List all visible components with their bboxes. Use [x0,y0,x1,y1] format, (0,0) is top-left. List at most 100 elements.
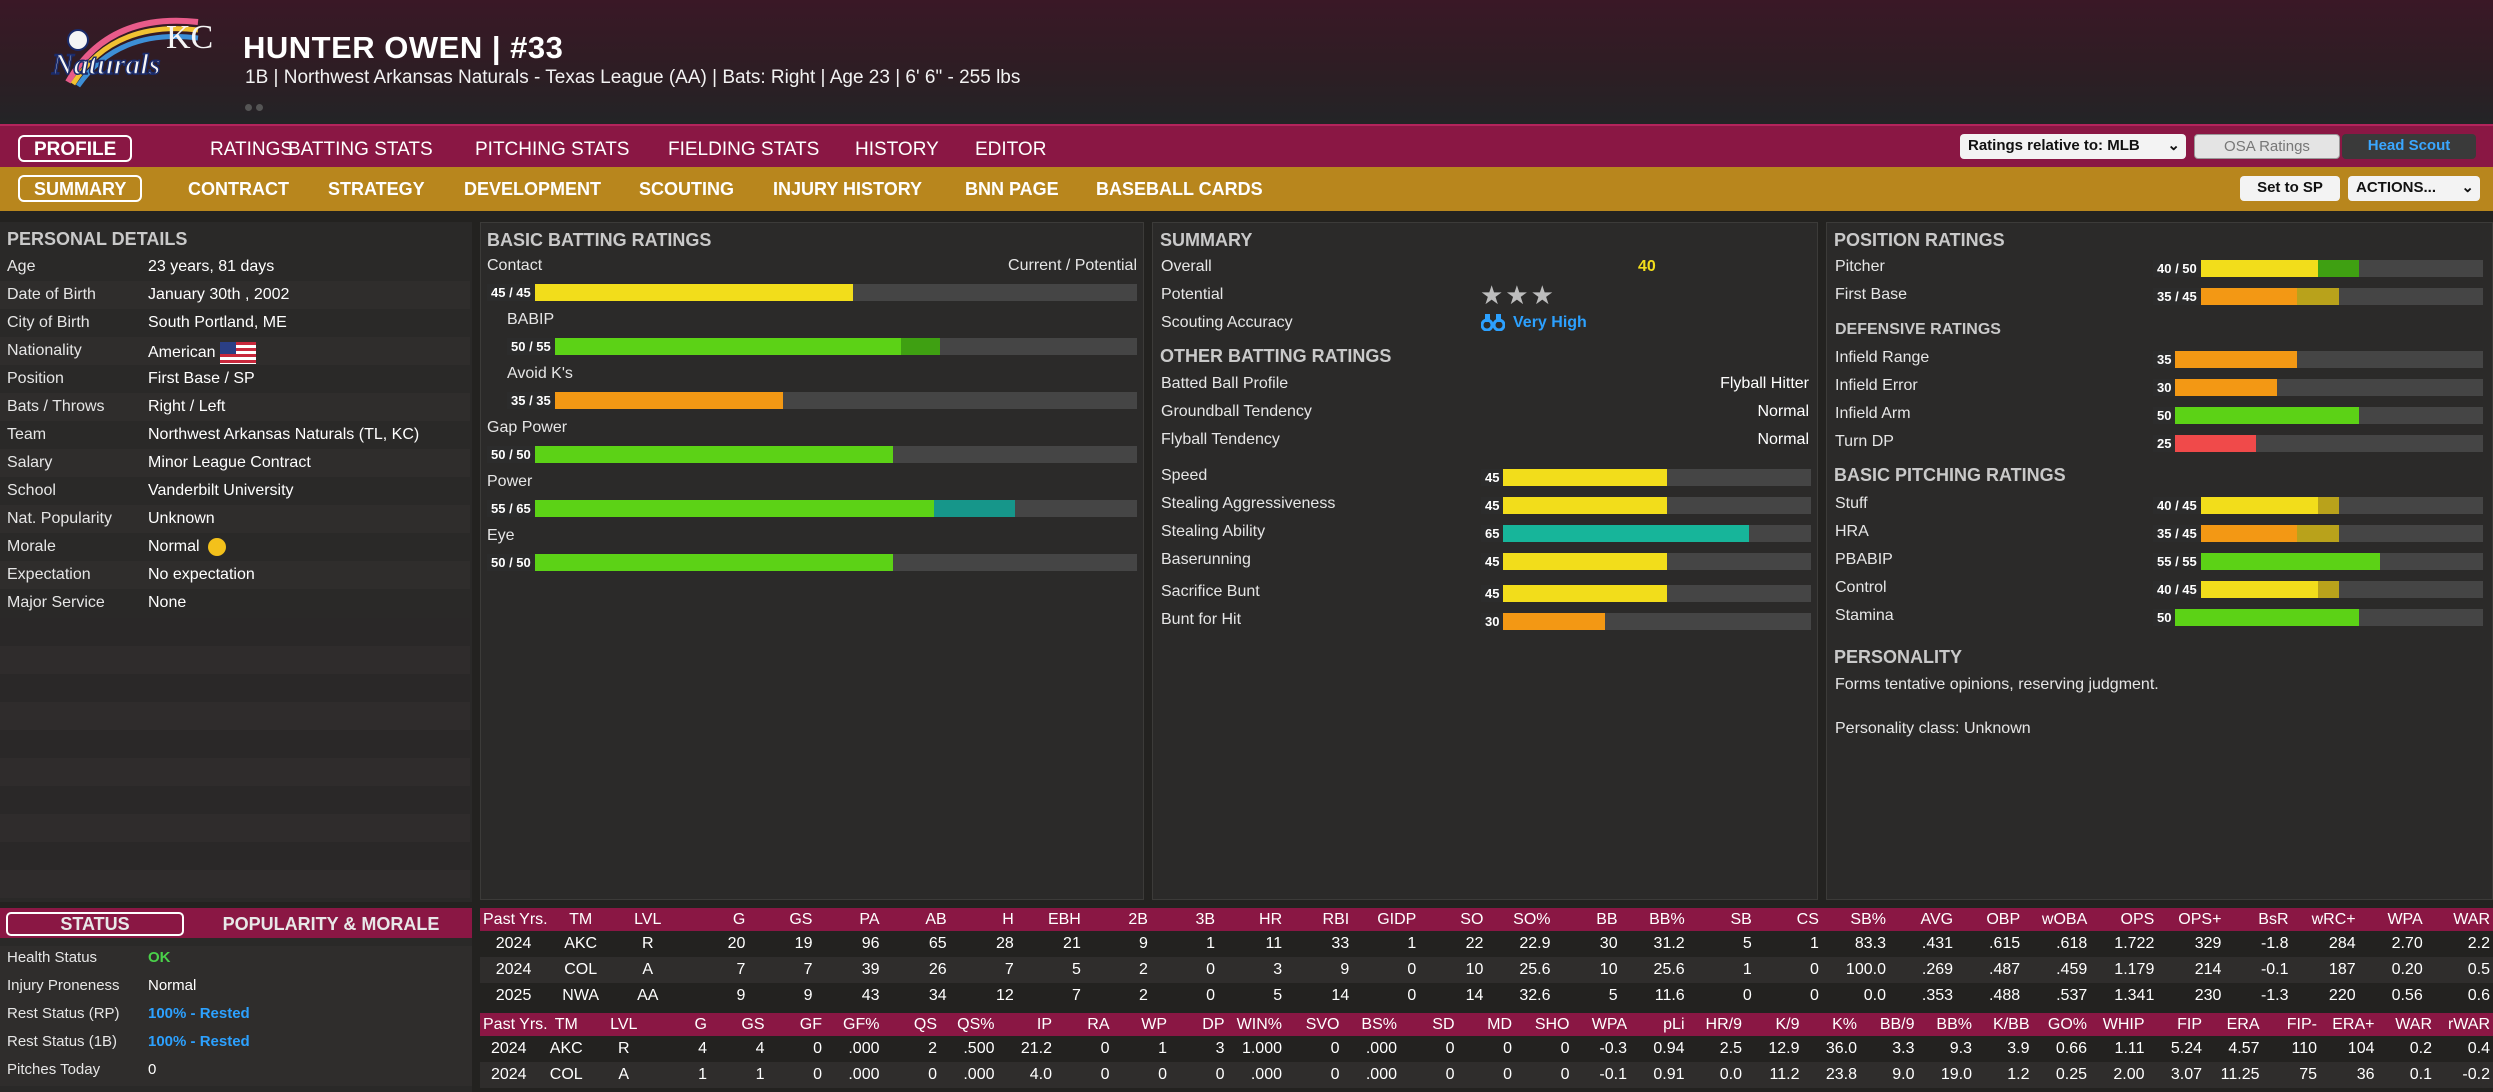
batting-stats-cell: 0 [1352,957,1420,983]
batting-stats-col-header[interactable]: LVL [614,908,682,931]
batting-stats-cell[interactable]: NWA [562,987,599,1004]
batting-stats-col-header[interactable]: SO [1419,908,1487,931]
pitching-stats-col-header[interactable]: WIN% [1227,1013,1285,1036]
tab-injury-history[interactable]: INJURY HISTORY [773,179,923,199]
head-scout-button[interactable]: Head Scout [2342,134,2476,159]
pitching-stats-col-header[interactable]: FIP [2147,1013,2205,1036]
pitching-stats-col-header[interactable]: Past Yrs. [480,1013,548,1036]
batting-stats-col-header[interactable]: HR [1218,908,1286,931]
pitching-stats-col-header[interactable]: BB% [1917,1013,1975,1036]
pitching-stats-cell[interactable]: AKC [549,1040,583,1057]
pitching-stats-col-header[interactable]: SVO [1285,1013,1343,1036]
pitching-stats-col-header[interactable]: BS% [1342,1013,1400,1036]
pitching-stats-col-header[interactable]: QS% [940,1013,998,1036]
batting-stats-col-header[interactable]: wOBA [2023,908,2091,931]
speed-bar-value: 45 [1481,469,1504,486]
tab-pitching-stats[interactable]: PITCHING STATS [475,139,630,160]
pitching-stats-col-header[interactable]: RA [1055,1013,1113,1036]
tab-profile[interactable]: PROFILE [18,135,133,162]
batting-stats-col-header[interactable]: PA [815,908,883,931]
batting-stats-col-header[interactable]: H [949,908,1017,931]
batting-stats-col-header[interactable]: WPA [2358,908,2426,931]
batting-stats-col-header[interactable]: G [681,908,749,931]
batting-stats-col-header[interactable]: BB [1553,908,1621,931]
pitching-stats-col-header[interactable]: K/9 [1745,1013,1803,1036]
tab-strategy[interactable]: STRATEGY [328,179,425,199]
pitching-stats-col-header[interactable]: GF [767,1013,825,1036]
batting-stats-col-header[interactable]: Past Yrs. [480,908,548,931]
pitching-stats-col-header[interactable]: SD [1400,1013,1458,1036]
batting-stats-col-header[interactable]: AVG [1888,908,1957,931]
pitching-stats-col-header[interactable]: DP [1170,1013,1228,1036]
tab-bnn-page[interactable]: BNN PAGE [965,179,1059,199]
pitching-stats-col-header[interactable]: BB/9 [1860,1013,1918,1036]
batting-stats-col-header[interactable]: wRC+ [2291,908,2359,931]
osa-ratings-button[interactable]: OSA Ratings [2194,134,2340,159]
tab-batting-stats[interactable]: BATTING STATS [288,139,433,160]
pitcher-label: Pitcher [1835,258,1885,275]
tab-ratings[interactable]: RATINGS [210,139,294,160]
pitching-stats-col-header[interactable]: WP [1112,1013,1170,1036]
pitching-stats-col-header[interactable]: GO% [2032,1013,2090,1036]
pitching-stats-col-header[interactable]: LVL [595,1013,653,1036]
pitching-stats-col-header[interactable]: HR/9 [1687,1013,1745,1036]
tab-baseball-cards[interactable]: BASEBALL CARDS [1096,179,1263,199]
pitching-stats-col-header[interactable]: WPA [1572,1013,1630,1036]
actions-dropdown[interactable]: ACTIONS... ⌄ [2348,176,2480,201]
batting-stats-col-header[interactable]: 3B [1150,908,1219,931]
tab-editor[interactable]: EDITOR [975,139,1047,160]
batting-stats-cell: 5 [1016,957,1084,983]
pitching-stats-col-header[interactable]: QS [882,1013,940,1036]
batting-stats-cell[interactable]: AKC [564,935,598,952]
batting-stats-col-header[interactable]: GS [748,908,816,931]
tab-popularity-morale[interactable]: POPULARITY & MORALE [222,914,440,934]
batting-stats-col-header[interactable]: AB [882,908,950,931]
detail-row-city: City of Birth South Portland, ME [7,314,287,331]
batting-stats-col-header[interactable]: CS [1754,908,1822,931]
set-to-sp-button[interactable]: Set to SP [2240,176,2340,201]
pitching-stats-col-header[interactable]: pLi [1630,1013,1688,1036]
pitching-stats-col-header[interactable]: SHO [1515,1013,1573,1036]
tab-status[interactable]: STATUS [6,912,184,936]
tab-summary[interactable]: SUMMARY [18,175,143,202]
avoid-ks-bar-value: 35 / 35 [507,392,555,409]
tab-history[interactable]: HISTORY [855,139,939,160]
tab-development[interactable]: DEVELOPMENT [464,179,602,199]
pitching-stats-col-header[interactable]: MD [1457,1013,1515,1036]
batting-stats-col-header[interactable]: WAR [2425,908,2493,931]
pitching-stats-col-header[interactable]: K/BB [1975,1013,2033,1036]
pitching-stats-col-header[interactable]: rWAR [2435,1013,2493,1036]
batting-stats-col-header[interactable]: OBP [1956,908,2024,931]
pitching-stats-col-header[interactable]: IP [997,1013,1055,1036]
batting-stats-col-header[interactable]: OPS [2090,908,2158,931]
pitching-stats-col-header[interactable]: TM [537,1013,595,1036]
pitching-stats-col-header[interactable]: ERA [2205,1013,2263,1036]
pitching-stats-cell[interactable]: COL [537,1062,595,1088]
batting-stats-col-header[interactable]: SB [1687,908,1755,931]
pitching-stats-col-header[interactable]: ERA+ [2320,1013,2378,1036]
batting-stats-col-header[interactable]: EBH [1016,908,1084,931]
team-link[interactable]: Northwest Arkansas Naturals (TL, KC) [148,426,420,443]
batting-stats-col-header[interactable]: TM [547,908,615,931]
batting-stats-col-header[interactable]: SO% [1486,908,1554,931]
pitching-stats-col-header[interactable]: WHIP [2090,1013,2148,1036]
batting-stats-col-header[interactable]: OPS+ [2157,908,2225,931]
pitching-stats-col-header[interactable]: WAR [2377,1013,2435,1036]
pitching-stats-col-header[interactable]: GS [710,1013,768,1036]
pitching-stats-col-header[interactable]: FIP- [2262,1013,2320,1036]
batting-stats-col-header[interactable]: RBI [1285,908,1353,931]
tab-fielding-stats[interactable]: FIELDING STATS [668,139,820,160]
tab-scouting[interactable]: SCOUTING [639,179,735,199]
batting-stats-cell[interactable]: COL [547,957,615,983]
batting-stats-col-header[interactable]: GIDP [1352,908,1420,931]
batting-stats-col-header[interactable]: BB% [1620,908,1688,931]
tab-contract[interactable]: CONTRACT [188,179,289,199]
batting-stats-col-header[interactable]: BsR [2224,908,2292,931]
pitching-stats-col-header[interactable]: GF% [825,1013,883,1036]
ratings-relative-select[interactable]: Ratings relative to: MLB ⌄ [1960,134,2186,159]
batting-stats-col-header[interactable]: SB% [1821,908,1889,931]
batting-stats-col-header[interactable]: 2B [1083,908,1151,931]
infield-error-bar: 30 [2153,379,2483,396]
pitching-stats-col-header[interactable]: G [652,1013,710,1036]
pitching-stats-col-header[interactable]: K% [1802,1013,1860,1036]
